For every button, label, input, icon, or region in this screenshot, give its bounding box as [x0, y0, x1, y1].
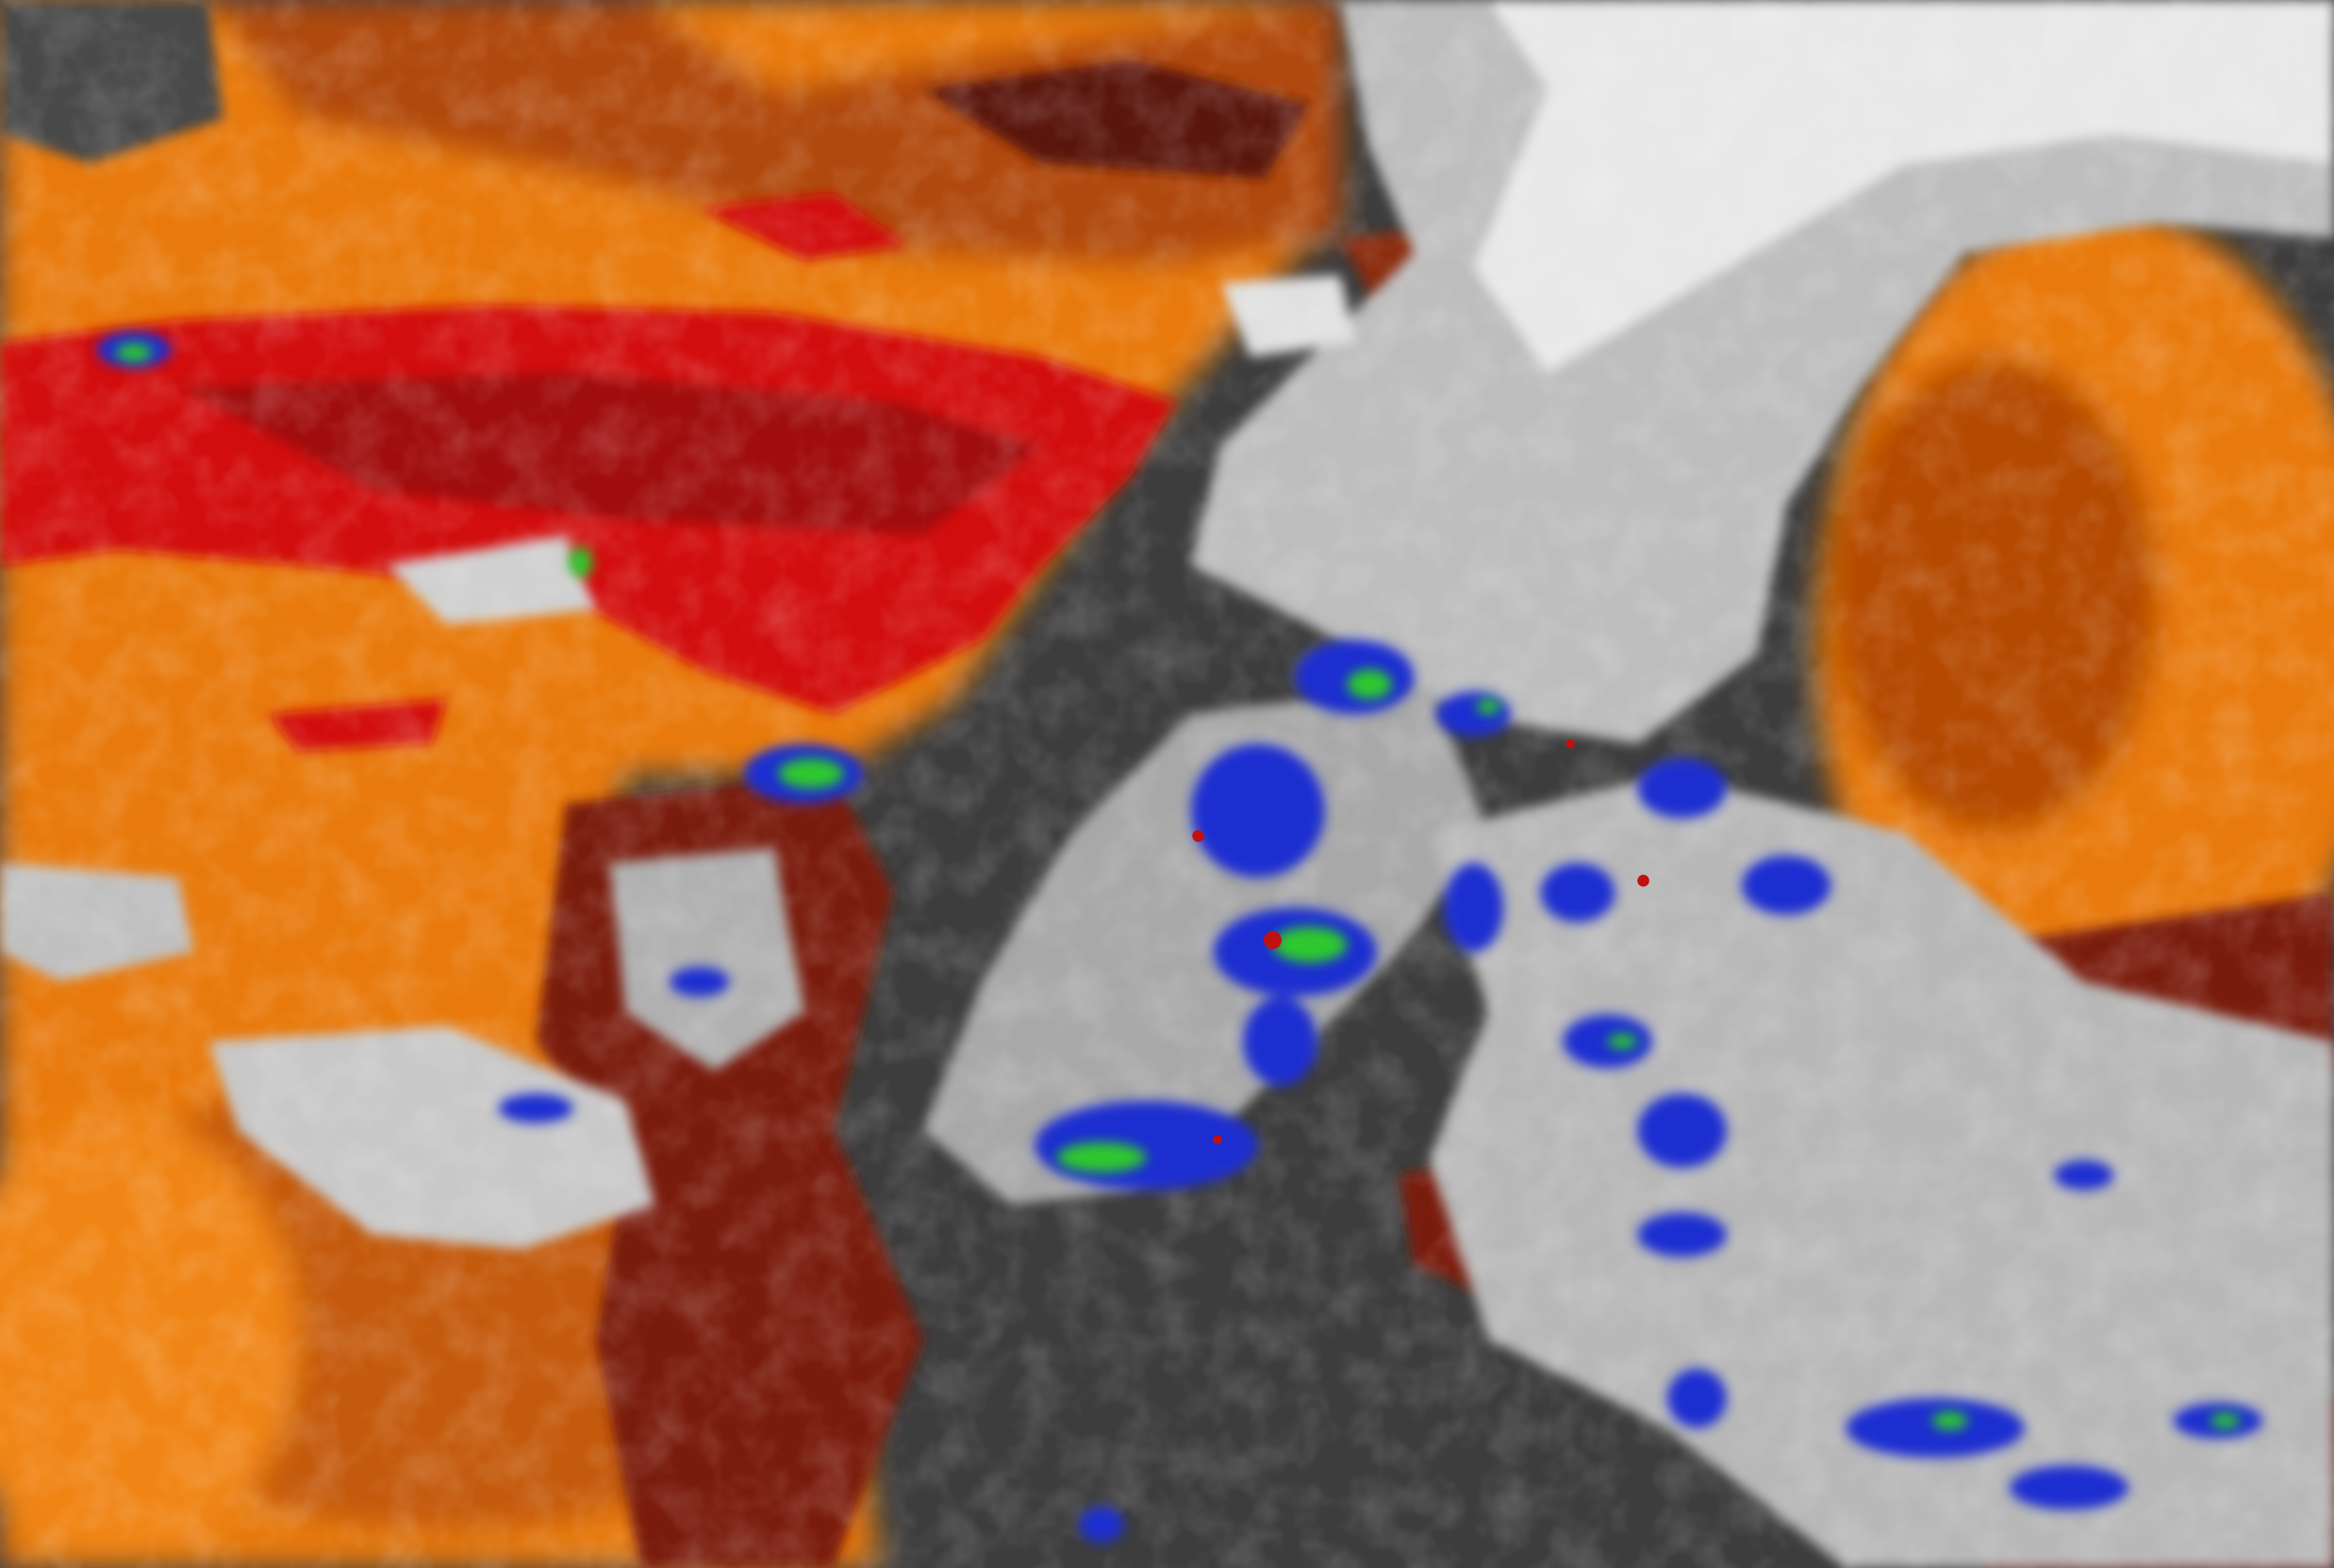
- convective-cores: [116, 343, 2241, 1430]
- cell-peaks: [1192, 739, 1649, 1145]
